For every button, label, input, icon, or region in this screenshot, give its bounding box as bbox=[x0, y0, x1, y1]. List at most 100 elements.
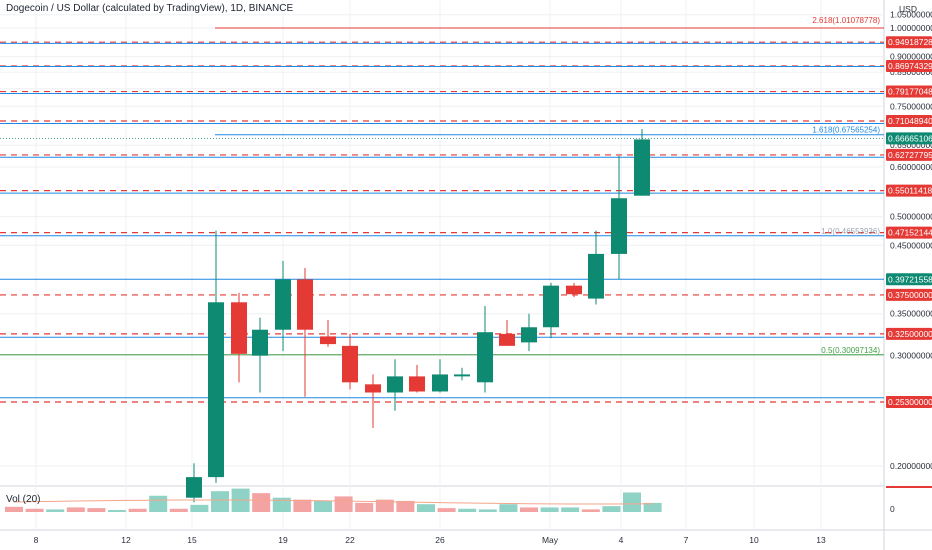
volume-bar bbox=[643, 502, 662, 512]
candle-body bbox=[342, 345, 358, 383]
price-tag bbox=[886, 36, 932, 49]
candle-body bbox=[521, 327, 537, 343]
price-tag-label: 0.32500000 bbox=[888, 329, 932, 339]
volume-ma-line bbox=[13, 499, 653, 505]
time-tick-label: 4 bbox=[619, 535, 624, 545]
volume-bar bbox=[87, 508, 106, 512]
price-tag-label: 0.71048940 bbox=[888, 116, 932, 126]
volume-bar bbox=[355, 502, 374, 512]
volume-bar bbox=[437, 508, 456, 512]
price-tick-label: 0.75000000 bbox=[890, 101, 932, 111]
volume-tick-label: 0 bbox=[890, 504, 895, 514]
price-tag bbox=[886, 184, 932, 197]
price-tag bbox=[886, 327, 932, 340]
volume-bar bbox=[623, 492, 641, 512]
price-tag-label: 0.94918728 bbox=[888, 37, 932, 47]
volume-bar bbox=[190, 504, 209, 512]
volume-bar bbox=[66, 507, 85, 512]
price-tag-label: 0.79177048 bbox=[888, 87, 932, 97]
time-tick-label: 12 bbox=[121, 535, 131, 545]
price-tag-label: 0.37500000 bbox=[888, 290, 932, 300]
price-tick-label: 0.45000000 bbox=[890, 240, 932, 250]
candle-body bbox=[297, 279, 313, 330]
volume-bar bbox=[293, 499, 312, 512]
price-tag-label: 0.47152144 bbox=[888, 228, 932, 238]
price-tick-label: 0.65000000 bbox=[890, 140, 932, 150]
volume-bar bbox=[169, 508, 188, 512]
price-tag bbox=[886, 115, 932, 128]
price-tag-label: 0.86974329 bbox=[888, 61, 932, 71]
volume-bar bbox=[417, 504, 435, 512]
price-tick-label: 0.35000000 bbox=[890, 309, 932, 319]
volume-bar bbox=[520, 507, 538, 512]
candle-body bbox=[566, 285, 582, 295]
volume-bar bbox=[334, 496, 353, 512]
time-tick-label: May bbox=[542, 535, 559, 545]
plot-background bbox=[0, 0, 884, 550]
fib-label: 1.0(0.46553936) bbox=[821, 227, 880, 236]
price-tag-label: 0.39721558 bbox=[888, 274, 932, 284]
fib-label: 1.618(0.67565254) bbox=[812, 126, 880, 135]
price-tick-label: 0.20000000 bbox=[890, 461, 932, 471]
price-tick-label: 0.50000000 bbox=[890, 212, 932, 222]
time-tick-label: 13 bbox=[816, 535, 826, 545]
volume-bar bbox=[396, 500, 415, 512]
volume-bar bbox=[252, 493, 271, 512]
volume-label: Vol (20) bbox=[6, 494, 41, 505]
candle-body bbox=[432, 374, 448, 392]
volume-bar bbox=[272, 497, 291, 512]
volume-bar bbox=[5, 506, 23, 512]
price-tick-label: 0.30000000 bbox=[890, 351, 932, 361]
volume-bar bbox=[25, 508, 44, 512]
price-tick-label: 0.60000000 bbox=[890, 162, 932, 172]
price-tag bbox=[886, 396, 932, 409]
candle-body bbox=[231, 302, 247, 354]
time-tick-label: 7 bbox=[684, 535, 689, 545]
price-tag bbox=[886, 85, 932, 98]
chart-title: Dogecoin / US Dollar (calculated by Trad… bbox=[6, 3, 294, 14]
fib-label: 2.618(1.01078778) bbox=[812, 16, 880, 25]
price-tick-label: 1.05000000 bbox=[890, 10, 932, 20]
volume-bar bbox=[149, 495, 168, 512]
candle-body bbox=[588, 253, 604, 299]
price-tag bbox=[886, 148, 932, 161]
volume-bar bbox=[540, 507, 559, 512]
time-tick-label: 15 bbox=[187, 535, 197, 545]
fib-label: 0.5(0.30097134) bbox=[821, 346, 880, 355]
candle-body bbox=[208, 302, 224, 478]
volume-bar bbox=[581, 509, 600, 512]
volume-bar bbox=[128, 508, 147, 512]
volume-pane-marker bbox=[886, 486, 932, 488]
candle-body bbox=[409, 376, 425, 392]
axis-currency: USD bbox=[899, 4, 917, 14]
time-tick-label: 8 bbox=[34, 535, 39, 545]
volume-bar bbox=[561, 507, 580, 512]
price-tag bbox=[886, 132, 932, 145]
time-tick-label: 10 bbox=[749, 535, 759, 545]
price-tag-label: 0.25300000 bbox=[888, 397, 932, 407]
candle-body bbox=[634, 139, 650, 196]
candle-body bbox=[611, 198, 627, 254]
volume-bar bbox=[499, 504, 518, 512]
volume-bar bbox=[46, 509, 65, 512]
price-tag bbox=[886, 59, 932, 72]
price-tick-label: 0.90000000 bbox=[890, 52, 932, 62]
candle-body bbox=[543, 285, 559, 328]
price-tag-label: 0.55011418 bbox=[888, 186, 932, 196]
time-tick-label: 19 bbox=[278, 535, 288, 545]
volume-bar bbox=[108, 510, 126, 512]
time-tick-label: 26 bbox=[435, 535, 445, 545]
price-tag bbox=[886, 273, 932, 286]
volume-bar bbox=[314, 500, 332, 512]
candle-body bbox=[186, 477, 202, 498]
volume-bar bbox=[458, 508, 477, 512]
candle-body bbox=[365, 384, 381, 393]
price-tag bbox=[886, 288, 932, 301]
candle-body bbox=[252, 329, 268, 356]
candle-body bbox=[454, 374, 470, 377]
price-tick-label: 1.00000000 bbox=[890, 23, 932, 33]
candle-body bbox=[499, 333, 515, 346]
volume-bar bbox=[602, 506, 621, 512]
